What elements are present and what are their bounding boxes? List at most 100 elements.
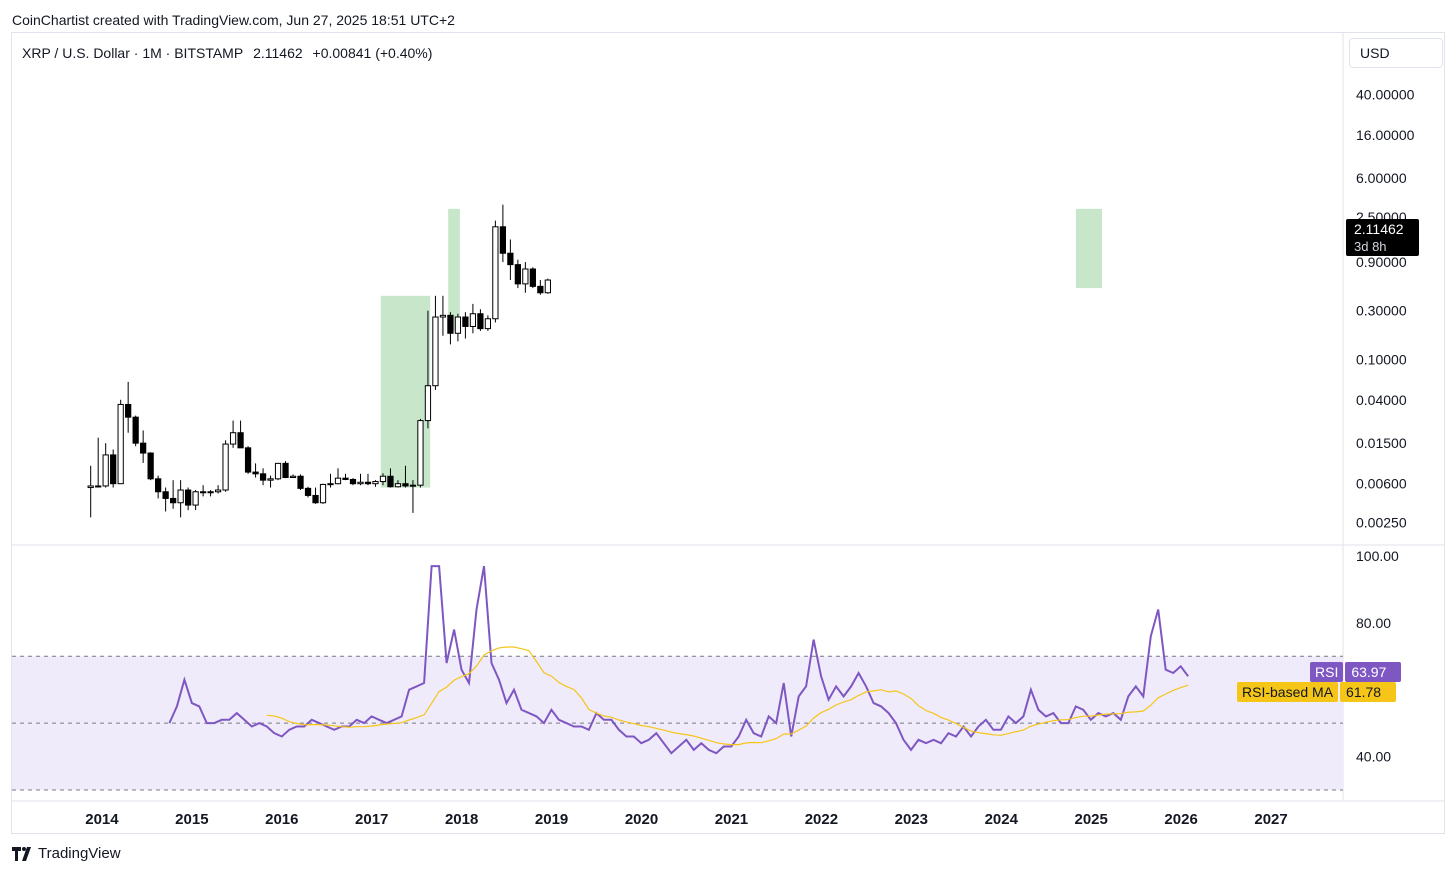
candle-body (274, 462, 282, 480)
rsi-ma-line (266, 646, 1189, 746)
time-axis-label: 2020 (625, 811, 658, 828)
candle-body (409, 484, 417, 487)
candle-body (387, 475, 394, 488)
candle-body (514, 264, 521, 285)
candle-body (507, 252, 514, 266)
rsi-line (168, 565, 1189, 755)
current-price-label: 2.11462 3d 8h (1346, 219, 1419, 256)
time-axis-label: 2027 (1254, 811, 1287, 828)
candle-body (349, 478, 357, 485)
candle-body (289, 475, 297, 479)
candle-body (125, 403, 132, 418)
candle-body (439, 314, 447, 318)
currency-button[interactable]: USD (1349, 38, 1443, 68)
price-axis-label: 0.10000 (1356, 351, 1407, 367)
candle-body (484, 318, 492, 330)
candle-body (162, 491, 169, 499)
candle-body (140, 442, 147, 454)
tradingview-logo-icon (12, 846, 31, 861)
chart-frame (11, 32, 1445, 834)
price-axis-label: 0.30000 (1356, 303, 1407, 319)
candle-body (267, 478, 274, 481)
rsi-ma-label-name: RSI-based MA (1237, 682, 1339, 702)
candle-body (454, 316, 462, 334)
candle-body (312, 494, 319, 504)
candle-body (297, 475, 304, 489)
rsi-ma-value-label: RSI-based MA 61.78 (1237, 682, 1397, 702)
time-axis-label: 2014 (85, 811, 119, 828)
candle-body (132, 416, 139, 444)
candle-body (394, 483, 402, 488)
time-axis-label: 2017 (355, 811, 388, 828)
candle-body (342, 477, 349, 480)
highlight-zone (448, 208, 460, 331)
candle-body (522, 268, 529, 285)
candle-body (379, 475, 387, 483)
rsi-axis-label: 40.00 (1356, 749, 1391, 765)
time-axis-label: 2024 (985, 811, 1019, 828)
candle-body (214, 489, 222, 493)
candle-body (432, 316, 439, 387)
rsi-label-name: RSI (1310, 662, 1344, 682)
candle-body (155, 478, 162, 493)
candle-body (117, 403, 124, 485)
candle-body (319, 483, 327, 504)
candle-body (462, 316, 469, 327)
candle-body (192, 491, 199, 506)
time-axis-label: 2022 (805, 811, 838, 828)
candle-body (199, 491, 207, 494)
candle-body (244, 447, 252, 473)
time-axis-label: 2025 (1075, 811, 1108, 828)
candle-body (87, 485, 94, 489)
candle-body (334, 477, 342, 485)
time-axis-label: 2015 (175, 811, 208, 828)
tradingview-logo[interactable]: TradingView (12, 845, 121, 862)
time-axis-label: 2026 (1164, 811, 1197, 828)
price-axis-label: 0.01500 (1356, 435, 1407, 451)
last-price: 2.11462 (253, 45, 303, 61)
candle-body (477, 313, 484, 330)
candle-body (424, 385, 432, 422)
symbol-title: XRP / U.S. Dollar · 1M · BITSTAMP (22, 45, 244, 61)
time-axis-label: 2018 (445, 811, 478, 828)
time-axis-label: 2021 (715, 811, 748, 828)
candle-body (357, 481, 364, 485)
candle-body (492, 226, 499, 320)
candle-body (417, 420, 424, 486)
candle-body (402, 483, 409, 487)
candle-body (102, 454, 109, 487)
candle-body (327, 483, 334, 486)
time-axis-label: 2023 (895, 811, 928, 828)
candle-body (499, 226, 507, 254)
candle-body (110, 454, 117, 485)
candle-body (469, 313, 477, 327)
highlight-zone (1075, 208, 1102, 289)
rsi-ma-label-value: 61.78 (1340, 682, 1397, 702)
candle-body (184, 489, 192, 506)
candle-body (537, 285, 544, 294)
price-axis-label: 6.00000 (1356, 170, 1407, 186)
time-axis-label: 2019 (535, 811, 568, 828)
candle-body (222, 443, 229, 491)
candle-body (252, 471, 259, 475)
price-axis-label: 0.00250 (1356, 514, 1407, 530)
candle-body (544, 279, 551, 294)
candle-body (372, 481, 379, 485)
candle-countdown: 3d 8h (1354, 239, 1387, 254)
price-axis-label: 0.90000 (1356, 254, 1407, 270)
price-axis-label: 0.04000 (1356, 392, 1407, 408)
symbol-legend: XRP / U.S. Dollar · 1M · BITSTAMP 2.1146… (22, 45, 438, 61)
candle-body (229, 432, 237, 445)
current-price-value: 2.11462 (1354, 221, 1404, 237)
candle-body (529, 268, 536, 287)
candle-body (177, 489, 184, 504)
chart-attribution: CoinChartist created with TradingView.co… (12, 12, 455, 28)
price-change: +0.00841 (+0.40%) (312, 45, 433, 61)
candle-body (364, 481, 372, 485)
rsi-axis-label: 80.00 (1356, 615, 1391, 631)
rsi-label-value: 63.97 (1345, 662, 1402, 682)
price-axis-label: 0.00600 (1356, 476, 1407, 492)
candle-body (282, 462, 289, 479)
candle-body (304, 487, 312, 496)
